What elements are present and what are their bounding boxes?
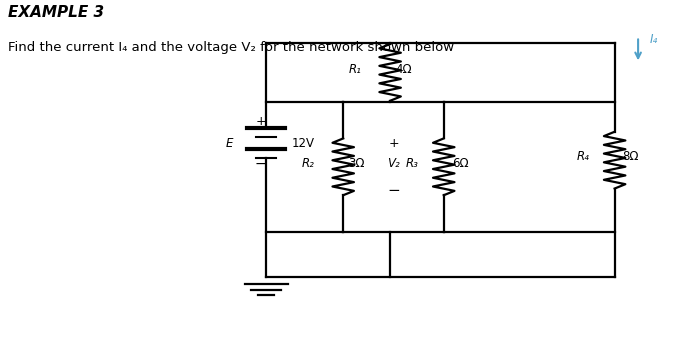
Text: EXAMPLE 3: EXAMPLE 3 <box>8 5 104 20</box>
Text: 12V: 12V <box>291 137 314 150</box>
Text: 4Ω: 4Ω <box>396 63 412 75</box>
Text: 6Ω: 6Ω <box>452 157 468 170</box>
Text: R₁: R₁ <box>349 63 362 75</box>
Text: −: − <box>387 183 400 198</box>
Text: 8Ω: 8Ω <box>623 150 639 163</box>
Text: +: + <box>388 137 399 150</box>
Text: I₄: I₄ <box>650 33 658 46</box>
Text: +: + <box>256 115 266 128</box>
Text: 3Ω: 3Ω <box>349 157 365 170</box>
Text: V₂: V₂ <box>387 157 400 170</box>
Text: Find the current I₄ and the voltage V₂ for the network shown below: Find the current I₄ and the voltage V₂ f… <box>8 41 454 55</box>
Text: E: E <box>225 137 233 150</box>
Text: −: − <box>255 156 267 171</box>
Text: R₃: R₃ <box>405 157 418 170</box>
Text: R₄: R₄ <box>576 150 589 163</box>
Text: R₂: R₂ <box>302 157 315 170</box>
